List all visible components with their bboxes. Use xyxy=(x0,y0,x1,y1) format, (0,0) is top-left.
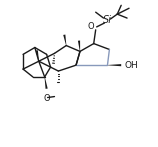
Text: OH: OH xyxy=(124,61,138,70)
Polygon shape xyxy=(45,77,48,89)
Text: Si: Si xyxy=(103,15,112,25)
Polygon shape xyxy=(63,35,66,46)
Text: O: O xyxy=(87,22,94,31)
Text: O: O xyxy=(43,94,50,103)
Polygon shape xyxy=(36,50,39,61)
Polygon shape xyxy=(107,64,121,66)
Polygon shape xyxy=(78,41,80,51)
